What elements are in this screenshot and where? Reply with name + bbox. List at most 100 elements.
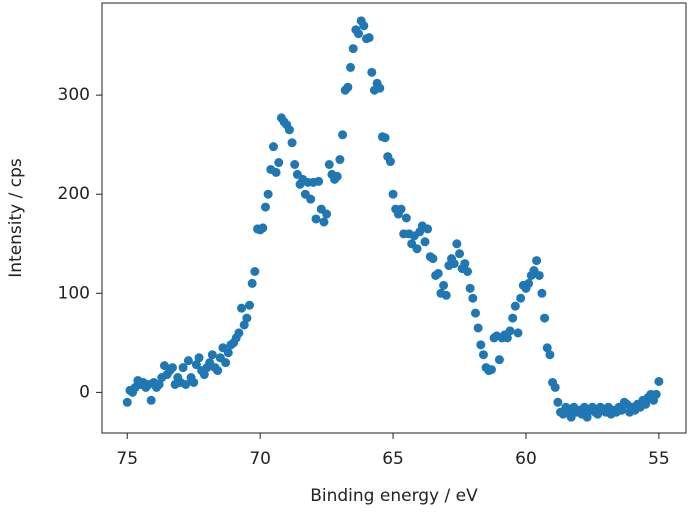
data-point (516, 293, 526, 303)
plot-frame (101, 2, 687, 434)
x-tick-label: 60 (515, 449, 537, 469)
data-point (271, 167, 281, 177)
data-point (524, 278, 534, 288)
data-point (237, 303, 247, 313)
data-point (178, 363, 188, 373)
y-tick-label: 0 (79, 382, 90, 402)
data-point (460, 259, 470, 269)
data-point (314, 176, 324, 186)
data-point (207, 350, 217, 360)
data-point (449, 259, 459, 269)
data-point (194, 353, 204, 363)
data-point (354, 29, 364, 39)
data-point (553, 397, 563, 407)
x-axis-label: Binding energy / eV (310, 486, 478, 506)
data-point (258, 223, 268, 233)
data-point (324, 159, 334, 169)
data-point (473, 323, 483, 333)
data-point (502, 333, 512, 343)
data-point (476, 340, 486, 350)
data-point (420, 237, 430, 247)
data-point (542, 343, 552, 353)
data-point (311, 214, 321, 224)
data-point (242, 313, 252, 323)
data-point (146, 395, 156, 405)
data-point (513, 328, 523, 338)
data-point (183, 356, 193, 366)
data-point (540, 313, 550, 323)
data-point (189, 377, 199, 387)
data-point (287, 138, 297, 148)
data-point (290, 159, 300, 169)
data-point (617, 405, 627, 415)
data-point (428, 254, 438, 264)
data-point (465, 283, 475, 293)
data-point (534, 270, 544, 280)
data-point (367, 67, 377, 77)
data-point (545, 350, 555, 360)
data-point (494, 355, 504, 365)
y-tick-label: 100 (58, 283, 90, 303)
data-point (247, 278, 257, 288)
data-point (335, 155, 345, 165)
data-point (319, 217, 329, 227)
data-point (245, 300, 255, 310)
data-point (452, 239, 462, 249)
data-point (199, 370, 209, 380)
data-point (284, 125, 294, 135)
data-point (641, 399, 651, 409)
data-point (306, 194, 316, 204)
data-point (268, 142, 278, 152)
data-point (532, 256, 542, 266)
data-point (122, 397, 132, 407)
data-point (651, 389, 661, 399)
y-tick-label: 300 (58, 85, 90, 105)
data-point (433, 268, 443, 278)
data-point (223, 348, 233, 358)
data-point (550, 382, 560, 392)
data-point (388, 189, 398, 199)
data-point (338, 130, 348, 140)
data-point (439, 280, 449, 290)
data-point (396, 204, 406, 214)
data-point (343, 82, 353, 92)
data-point (346, 62, 356, 72)
data-point (359, 21, 369, 31)
data-point (412, 244, 422, 254)
x-tick-label: 75 (116, 449, 138, 469)
data-point (462, 267, 472, 277)
data-point (654, 376, 664, 386)
data-point (239, 320, 249, 330)
data-point (260, 202, 270, 212)
data-point (537, 288, 547, 298)
data-point (348, 44, 358, 54)
data-point (505, 326, 515, 336)
data-point (274, 158, 284, 168)
data-point (154, 379, 164, 389)
x-tick-label: 65 (382, 449, 404, 469)
y-tick-label: 200 (58, 184, 90, 204)
data-point (191, 360, 201, 370)
data-point (470, 308, 480, 318)
data-point (364, 33, 374, 43)
x-tick-label: 70 (249, 449, 271, 469)
data-point (213, 366, 223, 376)
data-point (401, 213, 411, 223)
data-point (167, 363, 177, 373)
data-point (380, 133, 390, 143)
data-point (322, 209, 332, 219)
data-point (250, 267, 260, 277)
data-point (375, 83, 385, 93)
data-point (234, 328, 244, 338)
data-point (508, 313, 518, 323)
data-point (468, 293, 478, 303)
data-point (423, 224, 433, 234)
data-point (221, 358, 231, 368)
data-point (510, 301, 520, 311)
x-tick-label: 55 (648, 449, 670, 469)
y-axis-label: Intensity / cps (6, 158, 26, 278)
data-point (332, 171, 342, 181)
data-point (181, 379, 191, 389)
data-point (441, 290, 451, 300)
